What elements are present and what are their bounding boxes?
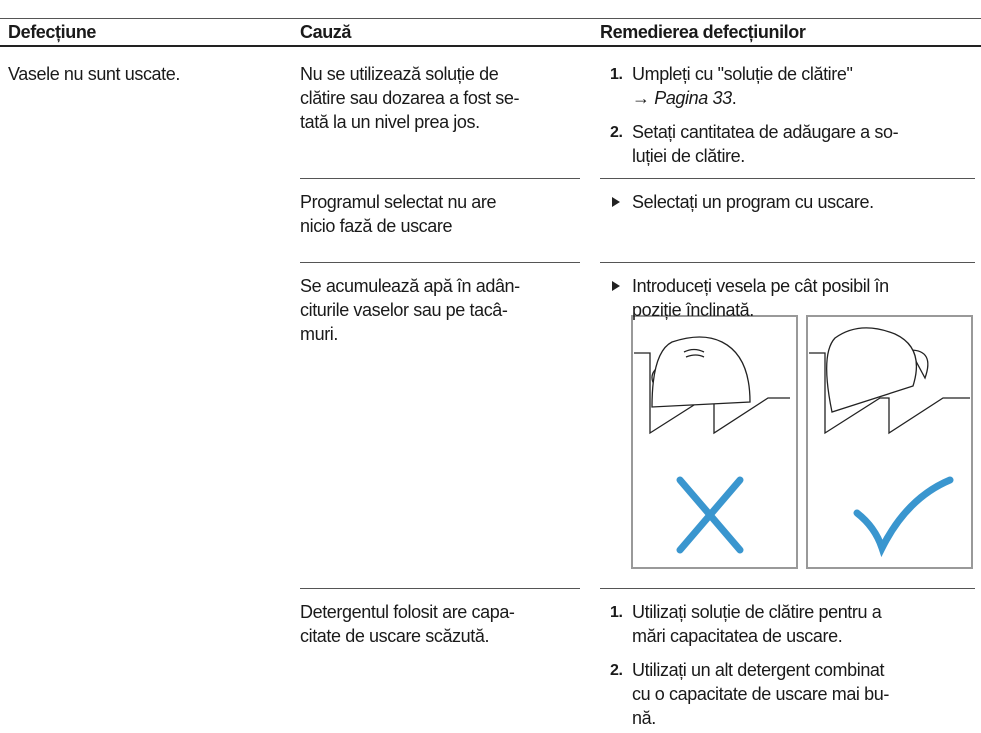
row-rule: [300, 262, 580, 263]
cause-line: tată la un nivel prea jos.: [300, 112, 480, 132]
reference-text: →: [632, 88, 650, 108]
page-link: Pagina 33: [654, 88, 732, 108]
row-rule: [600, 178, 975, 179]
step-line: luției de clătire.: [632, 146, 745, 166]
reference-text: .: [731, 88, 737, 108]
step-line: Umpleți cu "soluție de clătire": [632, 64, 853, 84]
step-number: 1.: [610, 66, 623, 83]
fault-text: Vasele nu sunt uscate.: [8, 64, 180, 84]
header-fault: Defecțiune: [8, 22, 97, 42]
cause-line: Se acumulează apă în adân-: [300, 276, 520, 296]
bullet-marker: [612, 281, 620, 291]
row-rule: [600, 588, 975, 589]
step-line: Setați cantitatea de adăugare a so-: [632, 122, 899, 142]
header-cause: Cauză: [300, 22, 352, 42]
top-rule: [0, 18, 981, 19]
step-line: mări capacitatea de uscare.: [632, 626, 843, 646]
cause-line: nicio fază de uscare: [300, 216, 453, 236]
row-rule: [300, 178, 580, 179]
step-line: nă.: [632, 708, 656, 728]
cause-line: Detergentul folosit are capa-: [300, 602, 515, 622]
cause-line: Programul selectat nu are: [300, 192, 497, 212]
header-remedy: Remedierea defecțiunilor: [600, 22, 806, 42]
bullet-marker: [612, 197, 620, 207]
step-line: cu o capacitate de uscare mai bu-: [632, 684, 889, 704]
cause-line: muri.: [300, 324, 338, 344]
cause-line: citate de uscare scăzută.: [300, 626, 490, 646]
cause-line: clătire sau dozarea a fost se-: [300, 88, 520, 108]
remedy-line: Introduceți vesela pe cât posibil în: [632, 276, 889, 296]
step-number: 1.: [610, 604, 623, 621]
step-line: Utilizați un alt detergent combinat: [632, 660, 885, 680]
step-number: 2.: [610, 662, 623, 679]
cause-line: citurile vaselor sau pe tacâ-: [300, 300, 508, 320]
row-rule: [300, 588, 580, 589]
step-reference: → Pagina 33.: [632, 86, 737, 110]
remedy-line: Selectați un program cu uscare.: [632, 192, 874, 212]
header-rule: [0, 45, 981, 47]
step-number: 2.: [610, 124, 623, 141]
remedy-line: poziție înclinată.: [632, 300, 754, 320]
row-rule: [600, 262, 975, 263]
cause-line: Nu se utilizează soluție de: [300, 64, 499, 84]
step-line: Utilizați soluție de clătire pentru a: [632, 602, 882, 622]
